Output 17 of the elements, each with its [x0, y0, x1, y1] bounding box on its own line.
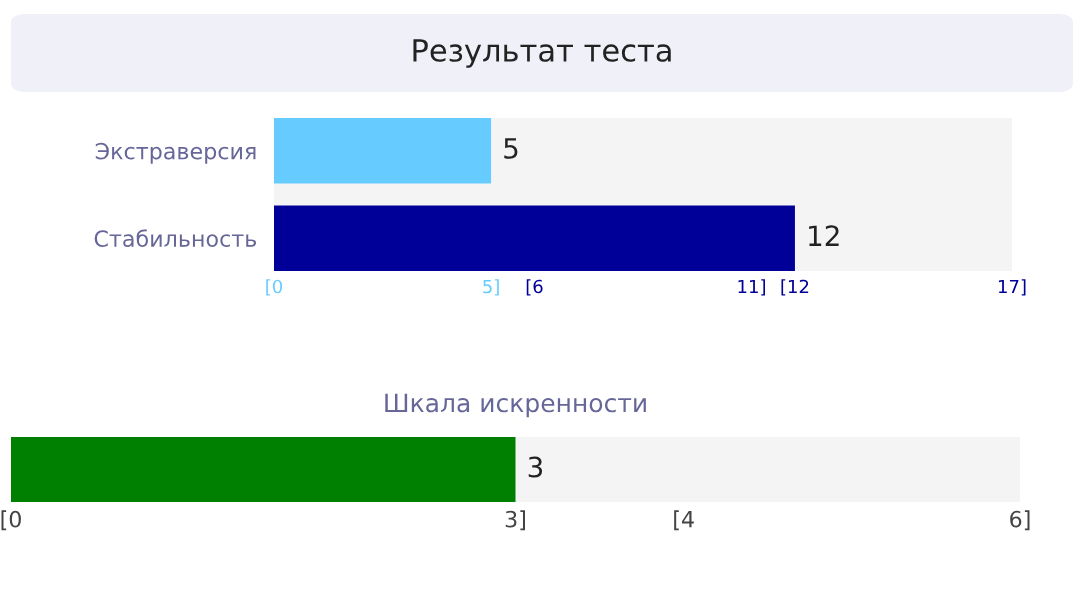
y-tick-label: Экстраверсия — [95, 142, 256, 164]
x-tick-label: 5] — [483, 279, 499, 296]
x-tick-label: 17] — [998, 279, 1026, 296]
x-tick-label: 6] — [1010, 510, 1030, 531]
x-tick-label: 11] — [738, 279, 765, 296]
x-tick-label: [4 — [674, 510, 694, 531]
x-tick-label: 3] — [505, 510, 525, 531]
y-tick-label: Стабильность — [94, 229, 257, 247]
chart-title: Шкала искренности — [385, 393, 646, 418]
x-tick-label: [0 — [266, 279, 283, 296]
x-tick-label: [0 — [1, 510, 21, 531]
chart-title: Результат теста — [413, 39, 671, 68]
x-tick-label: [6 — [526, 279, 543, 296]
data-label: 3 — [528, 456, 543, 478]
data-label: 12 — [809, 225, 839, 246]
x-tick-label: [12 — [781, 279, 809, 296]
data-label: 5 — [504, 138, 518, 159]
